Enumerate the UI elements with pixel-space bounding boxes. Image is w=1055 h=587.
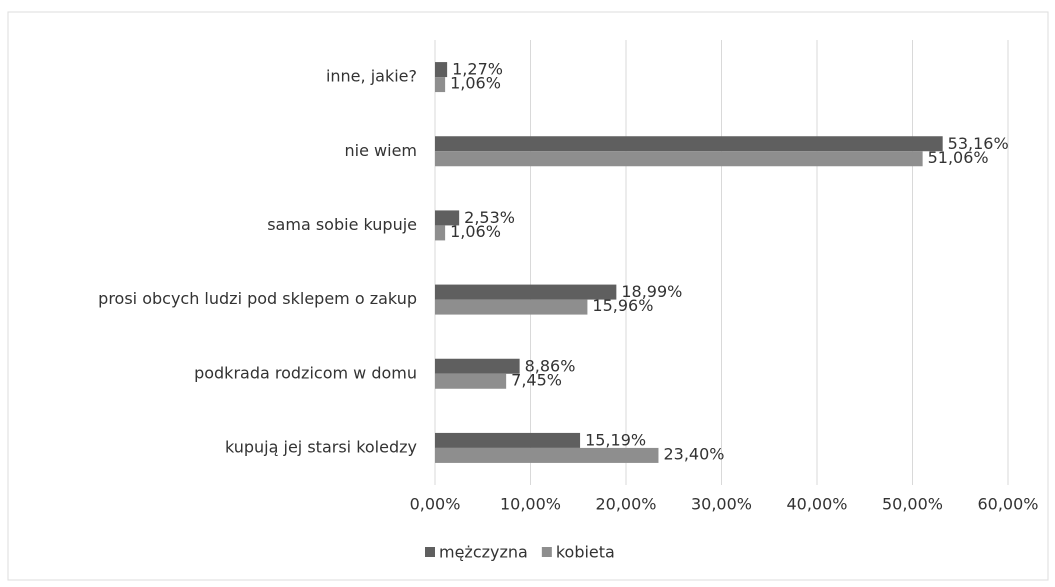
data-label: 51,06% <box>928 148 989 167</box>
x-tick-label: 0,00% <box>410 495 461 514</box>
data-label: 53,16% <box>948 134 1009 153</box>
data-label: 23,40% <box>663 444 724 463</box>
x-tick-label: 60,00% <box>977 495 1038 514</box>
data-label: 2,53% <box>464 208 515 227</box>
legend-label: kobieta <box>556 543 615 562</box>
data-label: 8,86% <box>525 356 576 375</box>
y-tick-label: kupują jej starsi koledzy <box>225 437 417 456</box>
y-tick-label: prosi obcych ludzi pod sklepem o zakup <box>98 289 417 308</box>
data-label: 1,27% <box>452 60 503 79</box>
y-tick-label: podkrada rodzicom w domu <box>194 363 417 382</box>
data-label: 1,06% <box>450 74 501 93</box>
legend-swatch <box>425 547 435 557</box>
data-label: 15,19% <box>585 430 646 449</box>
bar <box>435 62 448 78</box>
bar <box>435 284 617 300</box>
bar <box>435 210 460 226</box>
x-tick-label: 40,00% <box>786 495 847 514</box>
bar <box>435 77 446 93</box>
bar <box>435 225 446 241</box>
legend-swatch <box>541 547 552 557</box>
y-tick-label: inne, jakie? <box>326 67 417 86</box>
bar <box>435 299 588 315</box>
legend-label: mężczyzna <box>439 543 528 562</box>
data-label: 7,45% <box>511 370 562 389</box>
data-label: 15,96% <box>592 296 653 315</box>
x-tick-label: 30,00% <box>691 495 752 514</box>
y-tick-label: sama sobie kupuje <box>267 215 417 234</box>
bar <box>435 447 659 463</box>
x-tick-label: 20,00% <box>595 495 656 514</box>
y-tick-label: nie wiem <box>345 141 417 160</box>
bar <box>435 136 943 152</box>
x-tick-label: 50,00% <box>882 495 943 514</box>
data-label: 1,06% <box>450 222 501 241</box>
x-tick-label: 10,00% <box>500 495 561 514</box>
bar <box>435 432 581 448</box>
data-label: 18,99% <box>621 282 682 301</box>
bar <box>435 358 520 374</box>
bar <box>435 373 507 389</box>
bar <box>435 151 923 167</box>
